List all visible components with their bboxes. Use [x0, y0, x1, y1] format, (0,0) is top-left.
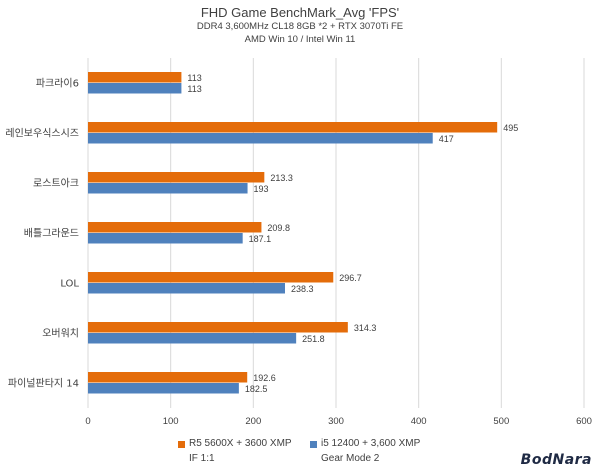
x-tick-label-500: 500 — [493, 416, 509, 427]
legend-swatch-r5 — [178, 441, 185, 448]
bar-r5 — [88, 172, 265, 183]
category-label: 파크라이6 — [36, 78, 79, 90]
category-label: 오버워치 — [42, 327, 79, 340]
legend-label-i5-line2: Gear Mode 2 — [321, 453, 380, 464]
bar-i5 — [88, 283, 285, 294]
data-label-r5: 113 — [187, 73, 201, 83]
data-label-r5: 192.6 — [253, 373, 276, 383]
data-label-i5: 238.3 — [291, 284, 314, 294]
chart-legend: R5 5600X + 3600 XMP IF 1:1 i5 12400 + 3,… — [0, 438, 600, 468]
watermark-text: BodNara — [520, 452, 592, 468]
bar-r5 — [88, 122, 498, 133]
category-label: 로스트아크 — [33, 178, 79, 190]
bar-i5 — [88, 383, 239, 394]
data-label-i5: 113 — [187, 84, 201, 94]
bar-r5 — [88, 322, 348, 333]
data-label-r5: 314.3 — [354, 323, 377, 333]
data-label-r5: 213.3 — [270, 173, 293, 183]
bar-i5 — [88, 183, 248, 194]
data-label-i5: 182.5 — [245, 384, 268, 394]
legend-swatch-i5 — [310, 441, 317, 448]
legend-label-i5-line1: i5 12400 + 3,600 XMP — [321, 438, 421, 449]
x-tick-label-300: 300 — [328, 416, 344, 427]
bar-i5 — [88, 83, 182, 94]
watermark-logo: BodNara — [521, 452, 592, 468]
x-tick-label-400: 400 — [411, 416, 427, 427]
data-label-r5: 296.7 — [339, 273, 362, 283]
x-tick-label-0: 0 — [85, 416, 90, 427]
data-label-i5: 417 — [439, 134, 454, 144]
chart-subtitle-os: AMD Win 10 / Intel Win 11 — [244, 34, 356, 45]
bar-i5 — [88, 333, 297, 344]
bar-r5 — [88, 272, 334, 283]
category-label: 레인보우식스시즈 — [5, 128, 79, 140]
legend-label-r5-line1: R5 5600X + 3600 XMP — [189, 438, 292, 449]
bar-i5 — [88, 133, 433, 144]
chart-title: FHD Game BenchMark_Avg 'FPS' — [200, 5, 400, 20]
bar-i5 — [88, 233, 243, 244]
chart-subtitle-specs: DDR4 3,600MHz CL18 8GB *2 + RTX 3070Ti F… — [196, 21, 404, 32]
bar-r5 — [88, 72, 182, 83]
data-label-i5: 251.8 — [302, 334, 325, 344]
category-label: 파이널판타지 14 — [8, 378, 79, 390]
data-label-i5: 193 — [254, 184, 269, 194]
data-label-i5: 187.1 — [249, 234, 272, 244]
x-tick-label-600: 600 — [576, 416, 592, 427]
category-label: 배틀그라운드 — [24, 228, 79, 240]
category-label: LOL — [60, 279, 79, 290]
bar-r5 — [88, 222, 262, 233]
x-tick-label-100: 100 — [163, 416, 179, 427]
data-label-r5: 495 — [503, 123, 518, 133]
bar-r5 — [88, 372, 248, 383]
legend-label-r5-line2: IF 1:1 — [189, 453, 215, 464]
data-label-r5: 209.8 — [267, 223, 290, 233]
x-tick-label-200: 200 — [245, 416, 261, 427]
